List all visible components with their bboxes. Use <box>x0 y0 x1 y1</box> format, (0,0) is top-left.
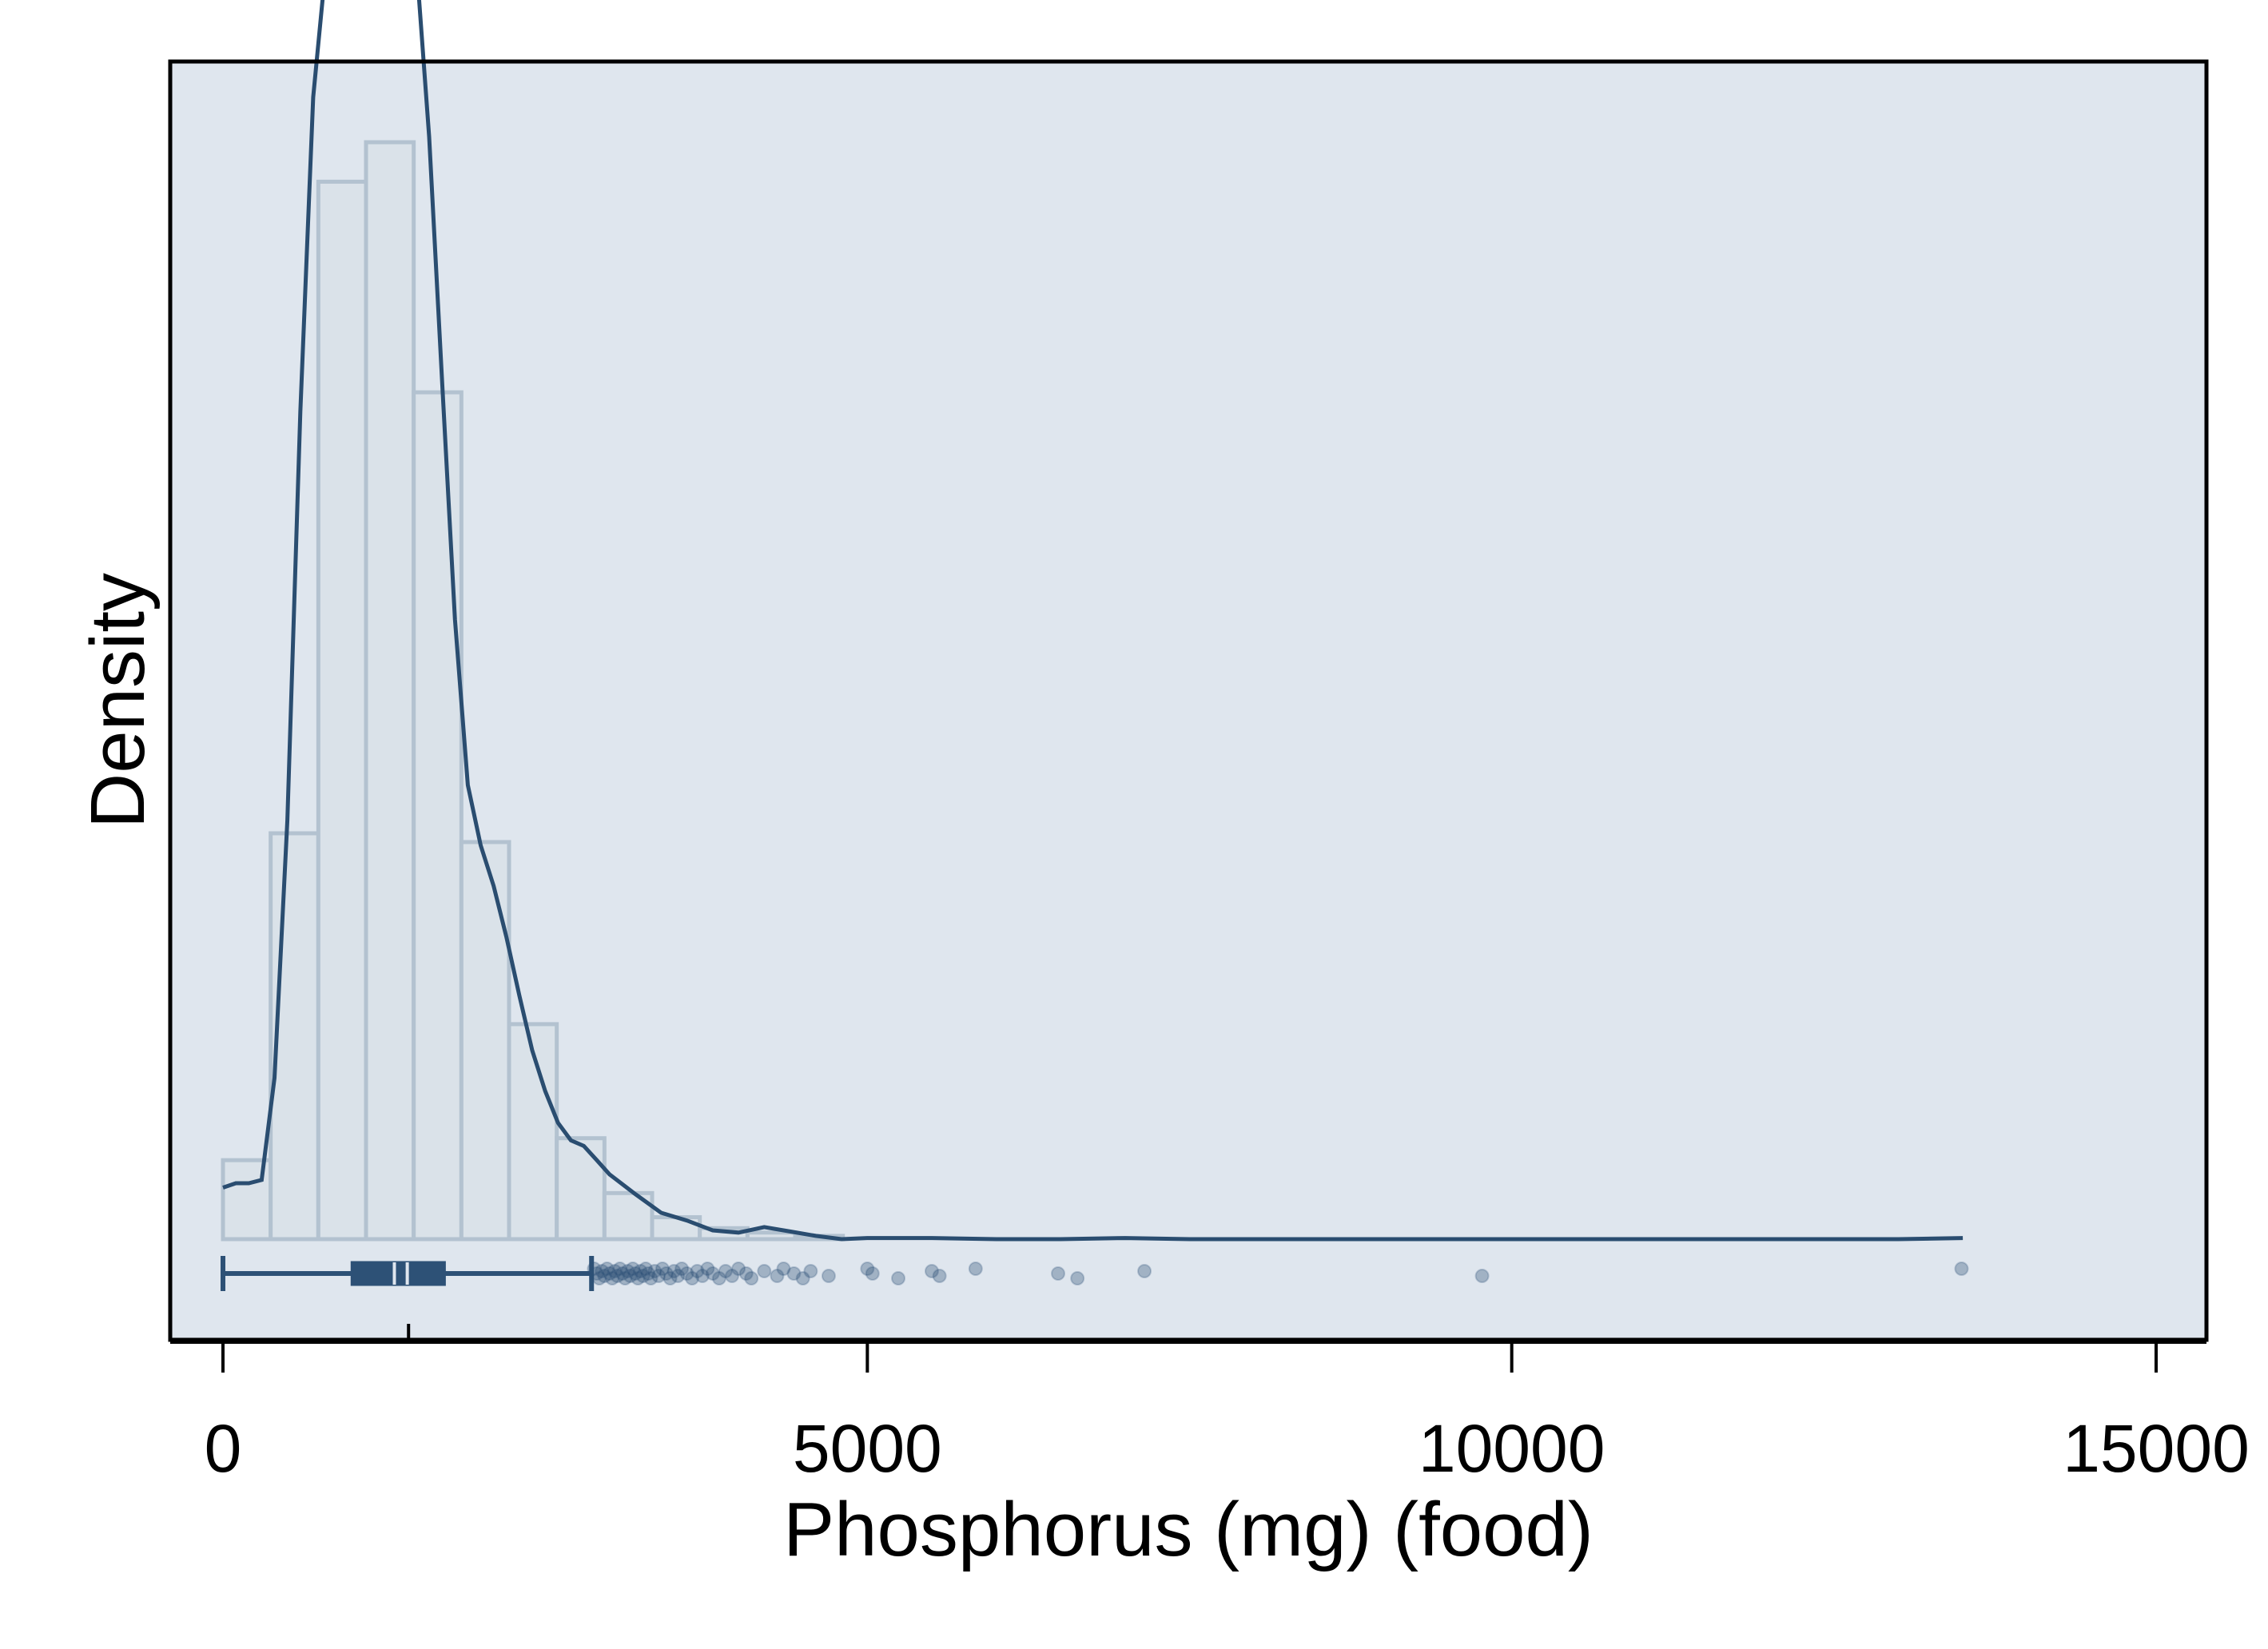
outlier-point <box>655 1262 670 1276</box>
outlier-point <box>623 1269 638 1283</box>
x-axis: 0 5000 10000 15000 <box>170 1341 2250 1486</box>
x-tick-label: 15000 <box>2063 1411 2250 1486</box>
outlier-point <box>679 1266 694 1281</box>
histogram-bar <box>459 840 511 1242</box>
outlier-point <box>635 1269 651 1283</box>
outlier-point <box>718 1264 733 1278</box>
outlier-point <box>725 1269 740 1283</box>
outlier-point <box>599 1262 615 1276</box>
outlier-point <box>620 1264 635 1278</box>
outlier-point <box>803 1264 818 1278</box>
outlier-point <box>633 1264 648 1278</box>
outlier-point <box>865 1266 880 1281</box>
outlier-point <box>662 1271 678 1285</box>
outlier-point <box>705 1266 720 1281</box>
outlier-point <box>631 1271 646 1285</box>
outlier-point <box>744 1271 759 1285</box>
outlier-point <box>638 1262 653 1276</box>
outlier-point <box>795 1271 810 1285</box>
histogram-bar <box>555 1136 607 1242</box>
outlier-point <box>1137 1264 1152 1278</box>
outlier-point <box>618 1271 633 1285</box>
outlier-point <box>589 1266 604 1281</box>
outlier-point <box>700 1262 715 1276</box>
outlier-point <box>1051 1266 1066 1281</box>
outlier-point <box>924 1264 939 1278</box>
outlier-point <box>757 1264 772 1278</box>
histogram-bar <box>745 1230 798 1242</box>
outlier-point <box>685 1271 700 1285</box>
histogram <box>221 140 846 1242</box>
outlier-point <box>670 1269 686 1283</box>
outlier-point <box>643 1271 659 1285</box>
outlier-point <box>625 1262 640 1276</box>
outlier-point <box>659 1266 674 1281</box>
boxplot-box <box>350 1261 446 1286</box>
outlier-point <box>1474 1269 1490 1283</box>
outlier-point <box>641 1266 656 1281</box>
outlier-point <box>602 1266 617 1281</box>
outlier-point <box>674 1262 690 1276</box>
histogram-bar <box>269 831 320 1242</box>
outlier-point <box>770 1269 785 1283</box>
outlier-point <box>628 1266 643 1281</box>
outlier-point <box>651 1269 666 1283</box>
outlier-point <box>607 1264 623 1278</box>
outlier-point <box>968 1262 983 1276</box>
x-tick-label: 10000 <box>1418 1411 1606 1486</box>
outlier-point <box>776 1262 791 1276</box>
outlier-point <box>932 1269 947 1283</box>
histogram-bar <box>364 140 416 1242</box>
outlier-point <box>786 1266 802 1281</box>
outlier-point <box>610 1269 625 1283</box>
outlier-point <box>731 1262 746 1276</box>
outlier-point <box>615 1266 630 1281</box>
outlier-point <box>860 1262 875 1276</box>
y-axis-title: Density <box>75 573 161 828</box>
outlier-point <box>595 1264 610 1278</box>
histogram-bar <box>650 1215 702 1242</box>
x-axis-title: Phosphorus (mg) (food) <box>783 1487 1594 1572</box>
outlier-point <box>591 1271 607 1285</box>
outlier-point <box>738 1266 754 1281</box>
outlier-point <box>711 1271 726 1285</box>
outlier-point <box>597 1269 612 1283</box>
density-curve <box>222 0 1964 1242</box>
outlier-point <box>690 1264 705 1278</box>
histogram-bar <box>507 1022 559 1242</box>
outlier-point <box>605 1271 620 1285</box>
outlier-point <box>821 1269 836 1283</box>
x-tick-label: 0 <box>205 1411 242 1486</box>
outlier-point <box>666 1264 682 1278</box>
boxplot <box>221 1256 595 1340</box>
outlier-point <box>1954 1262 1969 1276</box>
plot-area-frame <box>168 59 2209 1342</box>
histogram-bar <box>316 179 368 1242</box>
outlier-point <box>587 1262 602 1276</box>
outlier-points <box>587 1262 1969 1285</box>
outlier-point <box>647 1264 662 1278</box>
outlier-point <box>1070 1271 1085 1285</box>
histogram-bar <box>412 390 464 1242</box>
outlier-point <box>694 1269 710 1283</box>
outlier-point <box>891 1271 906 1285</box>
outlier-point <box>612 1262 627 1276</box>
x-tick-label: 5000 <box>793 1411 942 1486</box>
